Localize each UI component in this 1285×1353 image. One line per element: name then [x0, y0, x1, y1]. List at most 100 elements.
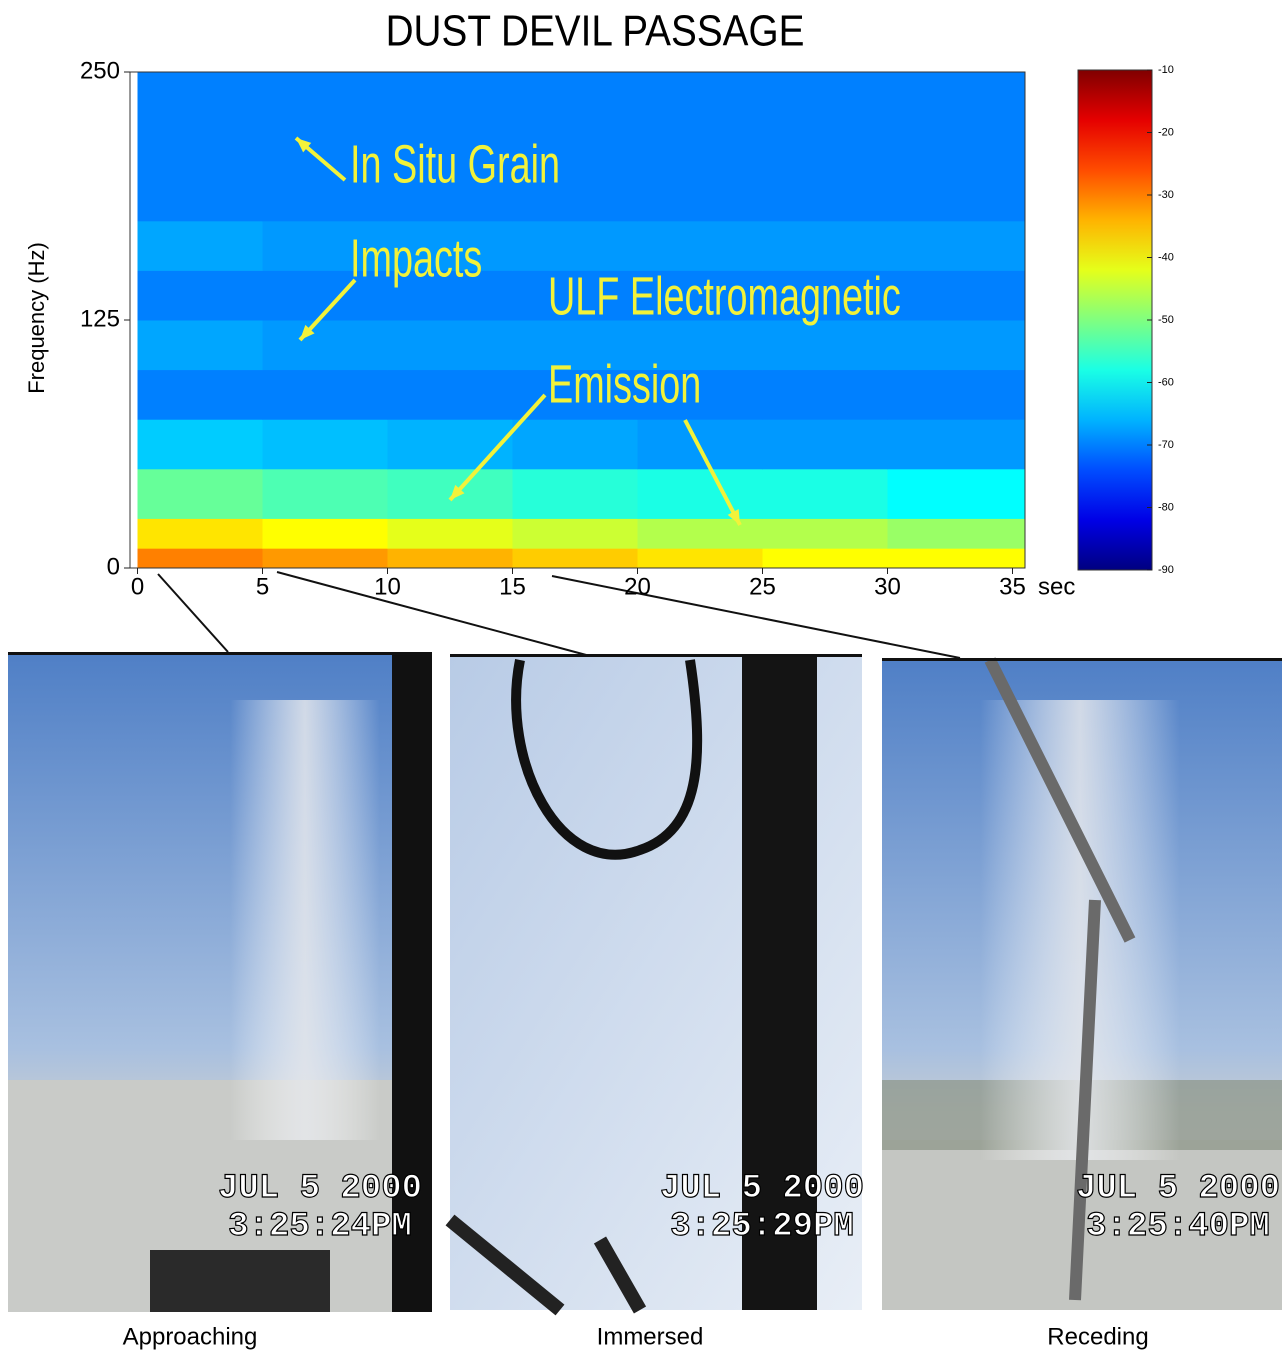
heatmap-cell	[137, 220, 263, 271]
arrow-head	[300, 324, 315, 340]
heatmap-cell	[262, 220, 388, 271]
heatmap-cell	[512, 121, 638, 172]
dashboard	[150, 1250, 330, 1312]
photo-panel	[445, 654, 862, 1316]
heatmap-cell	[387, 270, 513, 321]
frame	[392, 652, 432, 1312]
heatmap-cell	[887, 468, 1026, 519]
heatmap-cell	[887, 419, 1026, 470]
heatmap-cell	[887, 171, 1026, 222]
heatmap-cell	[387, 518, 513, 549]
heatmap-cell	[262, 468, 388, 519]
colorbar-tick-label: -90	[1158, 564, 1174, 576]
heatmap-cell	[887, 220, 1026, 271]
photo-date: JUL 5 2000	[660, 1170, 864, 1208]
annotation: ULF Electromagnetic	[548, 266, 901, 326]
heatmap-cell	[637, 270, 763, 321]
frame	[742, 654, 817, 1310]
heatmap-cell	[887, 121, 1026, 172]
heatmap-cell	[762, 72, 888, 123]
heatmap-cell	[762, 270, 888, 321]
photo-date: JUL 5 2000	[1076, 1170, 1280, 1208]
heatmap-cell	[387, 548, 513, 569]
x-unit: sec	[1038, 573, 1075, 600]
y-tick-label: 125	[80, 305, 120, 332]
heatmap-cell	[137, 518, 263, 549]
colorbar-tick-label: -70	[1158, 439, 1174, 451]
y-axis-label: Frequency (Hz)	[24, 242, 49, 394]
heatmap-cell	[887, 369, 1026, 420]
heatmap-cell	[762, 220, 888, 271]
plot	[129, 71, 1026, 569]
heatmap-cell	[637, 171, 763, 222]
heatmap-cell	[637, 369, 763, 420]
photo-time: 3:25:24PM	[228, 1208, 412, 1246]
heatmap-cell	[637, 121, 763, 172]
x-tick-label: 10	[374, 573, 401, 600]
heatmap-cell	[512, 72, 638, 123]
heatmap-cell	[387, 220, 513, 271]
heatmap-cell	[387, 419, 513, 470]
heatmap-cell	[512, 171, 638, 222]
dust-column	[230, 700, 380, 1140]
heatmap-cell	[387, 369, 513, 420]
arrow-head	[296, 138, 312, 153]
heatmap-cell	[512, 518, 638, 549]
annotation: Emission	[548, 354, 701, 414]
x-tick-label: 5	[256, 573, 269, 600]
photo-caption: Approaching	[123, 1323, 258, 1350]
annotation: Impacts	[350, 228, 482, 288]
connector	[551, 575, 961, 659]
heatmap-cell	[262, 369, 388, 420]
heatmap-cell	[262, 518, 388, 549]
photo-time: 3:25:40PM	[1086, 1208, 1270, 1246]
heatmap-cell	[762, 121, 888, 172]
connectors	[157, 571, 961, 659]
heatmap-cell	[262, 320, 388, 371]
colorbar	[1077, 69, 1153, 571]
colorbar-tick-label: -60	[1158, 376, 1174, 388]
mast	[984, 657, 1136, 1301]
heatmap-cell	[387, 171, 513, 222]
connector	[276, 571, 591, 657]
heatmap-cell	[512, 468, 638, 519]
photo-caption: Receding	[1047, 1323, 1148, 1350]
colorbar-tick-label: -10	[1158, 64, 1174, 76]
heatmap-cell	[762, 419, 888, 470]
x-tick-label: 0	[131, 573, 144, 600]
heatmap-cell	[512, 548, 638, 569]
border	[450, 654, 862, 657]
heatmap-cell	[137, 320, 263, 371]
heatmap-cell	[762, 171, 888, 222]
heatmap-cell	[762, 369, 888, 420]
heatmap-cell	[512, 270, 638, 321]
border	[882, 658, 1282, 661]
heatmap-cell	[512, 369, 638, 420]
heatmap-cell	[137, 121, 263, 172]
arrow-head	[727, 509, 740, 525]
y-tick-label: 0	[107, 553, 120, 580]
heatmap-cell	[637, 468, 763, 519]
y-tick-label: 250	[80, 57, 120, 84]
heatmap-cell	[137, 270, 263, 321]
annotation-arrow	[448, 393, 547, 502]
photo-caption: Immersed	[597, 1323, 704, 1350]
heatmap-cell	[137, 419, 263, 470]
colorbar-tick-label: -20	[1158, 126, 1174, 138]
heatmap-cell	[887, 518, 1026, 549]
heatmap-cell	[137, 468, 263, 519]
colorbar-tick-label: -80	[1158, 501, 1174, 513]
x-tick-label: 35	[999, 573, 1026, 600]
border	[8, 652, 432, 655]
heatmap-cell	[762, 548, 888, 569]
colorbar-tick-label: -50	[1158, 314, 1174, 326]
heatmap-cell	[262, 548, 388, 569]
x-tick-label: 15	[499, 573, 526, 600]
heatmap-cell	[762, 518, 888, 549]
heatmap-cell	[887, 320, 1026, 371]
annotation-arrow	[683, 419, 742, 526]
x-tick-label: 25	[749, 573, 776, 600]
heatmap-cell	[137, 171, 263, 222]
heatmap-cell	[387, 468, 513, 519]
